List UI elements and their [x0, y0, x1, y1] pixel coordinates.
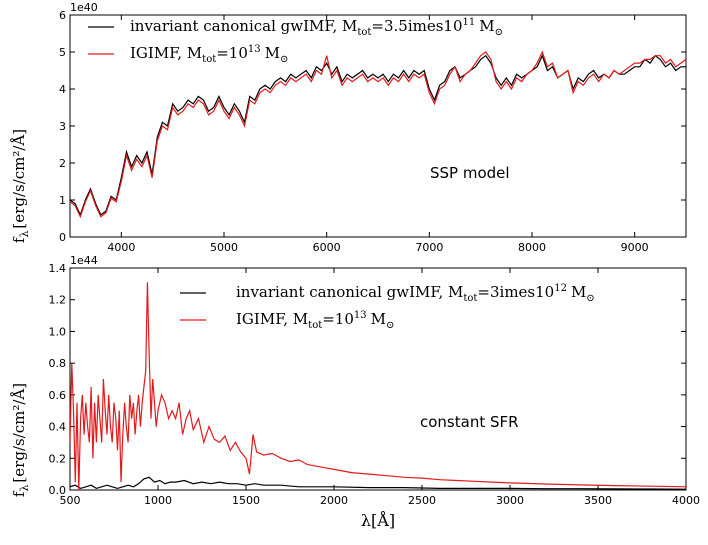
ssp-ytick-label: 2 — [59, 157, 66, 170]
sfr-ytick-label: 1.0 — [49, 325, 67, 338]
ssp-y-ticks: 0 1 2 3 4 5 6 — [59, 9, 686, 244]
sfr-ytick-label: 0.2 — [49, 452, 67, 465]
sfr-legend-eq-1: =10 — [322, 310, 354, 328]
ssp-xtick-label: 7000 — [415, 241, 443, 254]
ssp-legend-eq-1: =10 — [216, 44, 248, 62]
sfr-ylabel: fλ [erg/s/cm²/Å] — [10, 383, 31, 497]
sfr-xtick-label: 1500 — [232, 494, 260, 507]
ssp-legend: invariant canonical gwIMF, Mtot=3.5imes1… — [88, 17, 503, 65]
svg-text:fλ[erg/s/cm²/Å]: fλ [erg/s/cm²/Å] — [10, 129, 31, 243]
sfr-ytick-label: 0.8 — [49, 357, 67, 370]
sfr-series-line-0 — [70, 476, 686, 490]
ssp-xtick-label: 5000 — [210, 241, 238, 254]
ssp-series-line-1 — [70, 50, 686, 219]
sfr-lines — [70, 282, 686, 490]
sfr-y-ticks: 0.0 0.2 0.4 0.6 0.8 1.0 1.2 1.4 — [49, 262, 686, 497]
ssp-ytick-label: 6 — [59, 9, 66, 22]
ssp-legend-main-0: invariant canonical gwIMF, M — [130, 17, 357, 35]
ssp-legend-eq-0: =3.5imes10 — [371, 17, 462, 35]
ssp-xtick-label: 6000 — [313, 241, 341, 254]
ssp-legend-sup-1: 13 — [248, 44, 261, 55]
sfr-legend: invariant canonical gwIMF, Mtot=3imes101… — [180, 283, 595, 331]
ssp-ytick-label: 4 — [59, 83, 66, 96]
sfr-legend-eq-0: =3imes10 — [477, 283, 554, 301]
ssp-legend-unit-1: M — [265, 44, 280, 62]
sfr-xtick-label: 2500 — [408, 494, 436, 507]
sfr-legend-unit_sub-0: ⊙ — [586, 293, 594, 304]
ssp-xtick-label: 4000 — [107, 241, 135, 254]
ssp-annotation: SSP model — [430, 164, 510, 182]
ssp-legend-label-0: invariant canonical gwIMF, Mtot=3.5imes1… — [130, 17, 503, 38]
ssp-ylabel-rest: [erg/s/cm²/Å] — [10, 129, 28, 229]
sfr-legend-label-1: IGIMF, Mtot=1013 M⊙ — [236, 310, 394, 331]
sfr-ylabel-sub: λ — [18, 485, 31, 492]
sfr-xtick-label: 3500 — [584, 494, 612, 507]
sfr-xtick-label: 2000 — [320, 494, 348, 507]
sfr-legend-unit_sub-1: ⊙ — [386, 320, 394, 331]
ssp-legend-label-1: IGIMF, Mtot=1013 M⊙ — [130, 44, 288, 65]
sfr-legend-sub-0: tot — [463, 293, 477, 304]
sfr-panel: 500 1000 1500 2000 2500 3000 3500 4000 0.00.20.… — [10, 254, 700, 530]
sfr-ytick-label: 1.4 — [49, 262, 67, 275]
sfr-exponent-label: 1e44 — [70, 254, 98, 267]
ssp-legend-unit-0: M — [479, 17, 494, 35]
ssp-ytick-label: 0 — [59, 231, 66, 244]
sfr-xtick-label: 3000 — [496, 494, 524, 507]
ssp-xtick-label: 8000 — [518, 241, 546, 254]
ssp-legend-unit_sub-0: ⊙ — [495, 27, 503, 38]
sfr-legend-label-0: invariant canonical gwIMF, Mtot=3imes101… — [236, 283, 595, 304]
sfr-legend-sub-1: tot — [308, 320, 322, 331]
sfr-plot-frame — [69, 267, 687, 491]
sfr-legend-unit-0: M — [571, 283, 586, 301]
ssp-ytick-label: 5 — [59, 46, 66, 59]
sfr-x-ticks: 500 1000 1500 2000 2500 3000 3500 4000 — [60, 268, 700, 507]
ssp-legend-sub-0: tot — [357, 27, 371, 38]
sfr-ytick-label: 1.2 — [49, 294, 67, 307]
sfr-legend-sup-1: 13 — [354, 310, 367, 321]
ssp-lines — [70, 50, 686, 219]
ssp-xtick-label: 9000 — [621, 241, 649, 254]
sfr-ytick-label: 0.6 — [49, 389, 67, 402]
svg-text:fλ[erg/s/cm²/Å]: fλ [erg/s/cm²/Å] — [10, 383, 31, 497]
ssp-ylabel-main: f — [10, 236, 28, 243]
sfr-annotation: constant SFR — [420, 413, 519, 431]
ssp-ytick-label: 1 — [59, 194, 66, 207]
ssp-ytick-label: 3 — [59, 120, 66, 133]
sfr-legend-sup-0: 12 — [554, 283, 567, 294]
ssp-legend-sup-0: 11 — [463, 17, 476, 28]
sfr-ylabel-rest: [erg/s/cm²/Å] — [10, 383, 28, 483]
sfr-xtick-label: 4000 — [672, 494, 700, 507]
ssp-ylabel-sub: λ — [18, 231, 31, 238]
ssp-series-line-0 — [70, 54, 686, 217]
sfr-ytick-label: 0.0 — [49, 484, 67, 497]
sfr-xtick-label: 500 — [60, 494, 81, 507]
sfr-legend-unit-1: M — [371, 310, 386, 328]
ssp-panel: 4000 5000 6000 7000 8000 9000 0 1 2 3 4 5 6 1e40 SS… — [10, 1, 687, 254]
sfr-ylabel-main: f — [10, 490, 28, 497]
ssp-legend-unit_sub-1: ⊙ — [280, 54, 288, 65]
sfr-ytick-label: 0.4 — [49, 421, 67, 434]
sfr-xtick-label: 1000 — [144, 494, 172, 507]
sfr-legend-main-1: IGIMF, M — [236, 310, 308, 328]
ssp-ylabel: fλ [erg/s/cm²/Å] — [10, 129, 31, 243]
ssp-exponent-label: 1e40 — [70, 1, 98, 14]
ssp-legend-main-1: IGIMF, M — [130, 44, 202, 62]
ssp-legend-sub-1: tot — [202, 54, 216, 65]
sfr-legend-main-0: invariant canonical gwIMF, M — [236, 283, 463, 301]
sfr-xlabel: λ[Å] — [361, 510, 395, 530]
sfr-series-line-1 — [70, 282, 686, 490]
ssp-x-ticks: 4000 5000 6000 7000 8000 9000 — [107, 15, 649, 254]
